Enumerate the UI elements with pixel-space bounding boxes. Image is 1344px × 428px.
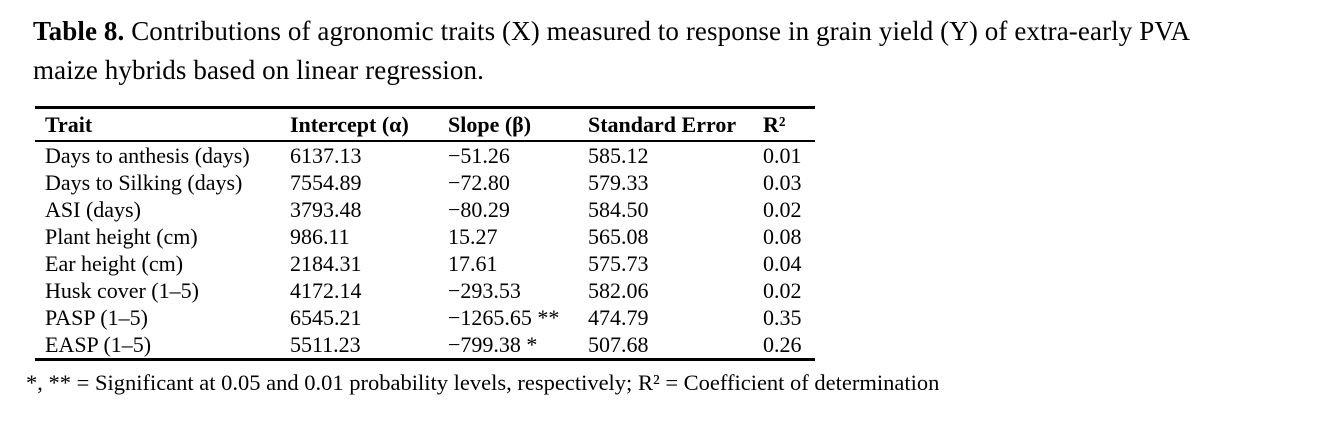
table-cell: 3793.48 (290, 196, 362, 222)
table-cell: 4172.14 (290, 277, 362, 303)
table-row: ASI (days) 3793.48 −80.29 584.50 0.02 (35, 196, 815, 223)
table-cell: 15.27 (448, 223, 498, 249)
table-cell: 0.08 (763, 223, 802, 249)
table-cell: 579.33 (588, 169, 649, 195)
table-cell: Days to anthesis (days) (45, 142, 250, 168)
table-body: Days to anthesis (days) 6137.13 −51.26 585.… (35, 141, 815, 360)
table-header: Trait Intercept (α) Slope (β) Standard Erro… (35, 107, 815, 142)
table-cell: 0.26 (763, 331, 802, 357)
table-cell: PASP (1–5) (45, 304, 148, 330)
table-cell: Plant height (cm) (45, 223, 198, 249)
table-cell: 0.03 (763, 169, 802, 195)
table-cell: −51.26 (448, 142, 510, 168)
table-cell: 565.08 (588, 223, 649, 249)
table-footnote: *, ** = Significant at 0.05 and 0.01 pro… (26, 370, 940, 395)
table-cell: Days to Silking (days) (45, 169, 243, 195)
caption-line-1: Table 8. Contributions of agronomic trai… (33, 12, 1333, 51)
table-cell: 582.06 (588, 277, 649, 303)
column-header: Slope (β) (448, 107, 588, 142)
table-cell: 0.02 (763, 196, 802, 222)
table-cell: 474.79 (588, 304, 649, 330)
table-cell: Ear height (cm) (45, 250, 184, 276)
column-header: Trait (35, 107, 290, 142)
table-cell: 0.01 (763, 142, 802, 168)
table-row: Plant height (cm) 986.11 15.27 565.08 0.08 (35, 223, 815, 250)
table-cell: 2184.31 (290, 250, 362, 276)
table-cell: 6137.13 (290, 142, 362, 168)
table-cell: −293.53 (448, 277, 521, 303)
table-cell: 7554.89 (290, 169, 362, 195)
caption-text-line-2: maize hybrids based on linear regression… (33, 55, 484, 85)
table-cell: ASI (days) (45, 196, 141, 222)
table-row: Husk cover (1–5) 4172.14 −293.53 582.06 0.02 (35, 277, 815, 304)
table-cell: EASP (1–5) (45, 331, 152, 357)
table-row: Days to Silking (days) 7554.89 −72.80 579.3… (35, 169, 815, 196)
table-cell: 575.73 (588, 250, 649, 276)
column-header: Intercept (α) (290, 107, 448, 142)
table-cell: −799.38 * (448, 331, 538, 357)
table-cell: 5511.23 (290, 331, 361, 357)
table-cell: 584.50 (588, 196, 649, 222)
table-cell: 585.12 (588, 142, 649, 168)
table-cell: 986.11 (290, 223, 350, 249)
table-row: EASP (1–5) 5511.23 −799.38 * 507.68 0.26 (35, 331, 815, 360)
table-cell: 0.35 (763, 304, 802, 330)
table-cell: −80.29 (448, 196, 510, 222)
table-header-row: Trait Intercept (α) Slope (β) Standard Erro… (35, 107, 815, 142)
caption-text-line-1: Contributions of agronomic traits (X) me… (131, 16, 1191, 46)
regression-table: Trait Intercept (α) Slope (β) Standard Erro… (35, 106, 815, 361)
table-row: PASP (1–5) 6545.21 −1265.65 ** 474.79 0.35 (35, 304, 815, 331)
table-row: Ear height (cm) 2184.31 17.61 575.73 0.04 (35, 250, 815, 277)
table-cell: 0.02 (763, 277, 802, 303)
table-cell: −1265.65 ** (448, 304, 560, 330)
table-cell: 507.68 (588, 331, 649, 357)
table-caption: Table 8. Contributions of agronomic trai… (33, 12, 1333, 90)
table-cell: Husk cover (1–5) (45, 277, 199, 303)
table-number-label: Table 8. (33, 16, 125, 46)
column-header: Standard Error (588, 107, 763, 142)
table-cell: 17.61 (448, 250, 498, 276)
column-header: R² (763, 107, 815, 142)
table-row: Days to anthesis (days) 6137.13 −51.26 585.… (35, 141, 815, 169)
table-cell: 6545.21 (290, 304, 362, 330)
table-cell: −72.80 (448, 169, 510, 195)
table-cell: 0.04 (763, 250, 802, 276)
